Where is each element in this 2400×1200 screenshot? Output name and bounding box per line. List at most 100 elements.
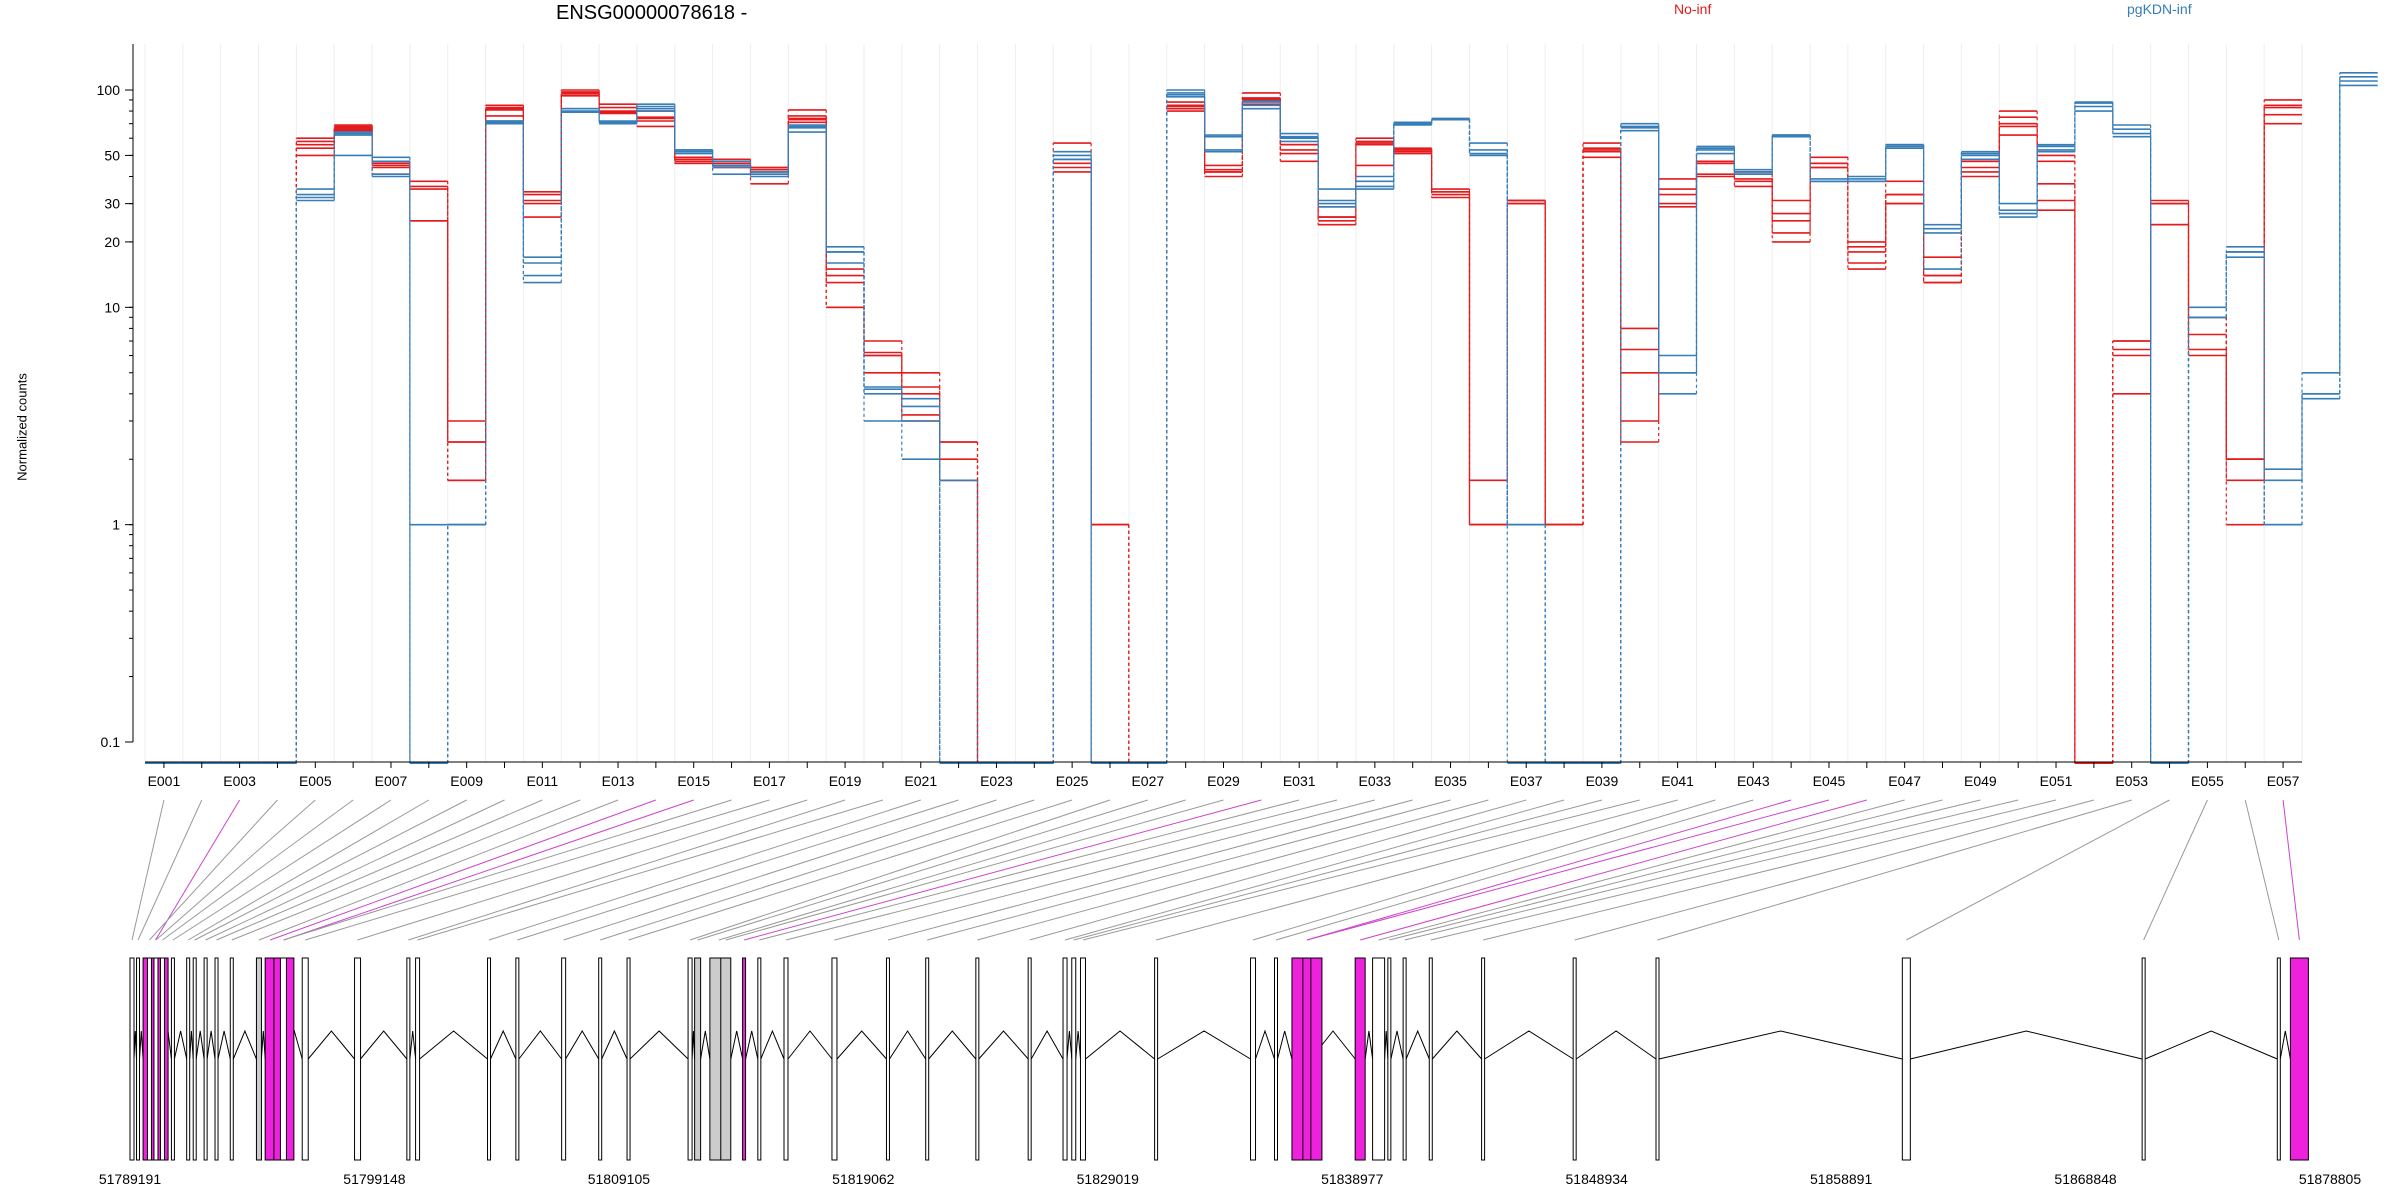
- x-tick-label: E011: [527, 773, 559, 789]
- exon-block: [1079, 957, 1086, 1161]
- exon-connector: [2244, 799, 2280, 941]
- x-tick-label: E009: [450, 773, 483, 789]
- legend-no-inf: No-inf: [1674, 1, 1712, 17]
- exon-block: [1250, 957, 1257, 1161]
- exon-block: [146, 957, 152, 1161]
- intron-lines: [133, 1029, 2291, 1060]
- series-connector-no-inf-1: [295, 91, 2265, 764]
- x-tick-label: E005: [299, 773, 332, 789]
- exon-connector: [1064, 799, 1565, 941]
- exon-block: [301, 957, 309, 1161]
- exon-block: [1572, 957, 1577, 1161]
- x-tick-label: E055: [2191, 773, 2224, 789]
- exon-connector: [563, 799, 997, 941]
- y-tick-label: 50: [104, 147, 120, 163]
- exon-block: [975, 957, 980, 1161]
- exon-block: [1062, 957, 1068, 1161]
- exon-connector: [258, 799, 619, 941]
- exon-connector: [1155, 799, 1678, 941]
- series-line-no-inf-0: [145, 89, 2302, 764]
- x-tick-label: E053: [2115, 773, 2148, 789]
- exon-connector: [1029, 799, 1527, 941]
- exon-block: [2289, 957, 2309, 1161]
- exon-connector: [785, 799, 1338, 941]
- series-connector-no-inf-0: [295, 90, 2265, 764]
- y-tick-label: 100: [97, 82, 121, 98]
- exon-connector: [194, 799, 467, 941]
- series-connector-pgkdn-inf-5: [295, 72, 2341, 764]
- exon-connector: [283, 799, 694, 941]
- exon-connector: [216, 799, 543, 941]
- x-tick-label: E001: [148, 773, 181, 789]
- exon-connector: [628, 799, 1073, 941]
- exon-block: [192, 957, 197, 1161]
- exon-block: [1387, 957, 1392, 1161]
- series-line-no-inf-4: [145, 92, 2302, 764]
- x-tick-label: E033: [1359, 773, 1392, 789]
- exon-connector: [1073, 799, 1603, 941]
- exon-connector: [834, 799, 1375, 941]
- exon-connector: [759, 799, 1300, 941]
- exon-block: [170, 957, 175, 1161]
- exon-connector: [162, 799, 354, 941]
- series-line-pgkdn-inf-5: [145, 72, 2378, 764]
- exon-block: [129, 957, 135, 1161]
- x-tick-label: E041: [1661, 773, 1694, 789]
- series-connector-pgkdn-inf-6: [295, 76, 2341, 764]
- x-axis: E001 E003 E005 E007 E009 E011 E013 E015 E017 E019…: [145, 761, 2302, 789]
- exon-block: [153, 957, 159, 1161]
- exon-connector: [1482, 799, 2057, 941]
- coordinate-label: 51838977: [1321, 1171, 1384, 1187]
- coordinate-label: 51829019: [1077, 1171, 1140, 1187]
- x-tick-label: E029: [1207, 773, 1240, 789]
- coordinate-label: 51868848: [2054, 1171, 2117, 1187]
- exon-block: [1901, 957, 1911, 1161]
- exon-block: [415, 957, 421, 1161]
- y-axis: 0.1 1 10 20 30 50 100: [97, 44, 134, 750]
- series-connector-pgkdn-inf-7: [295, 85, 2341, 764]
- exon-connector: [697, 799, 1148, 941]
- chart-title: ENSG00000078618 -: [556, 2, 748, 24]
- x-tick-label: E035: [1434, 773, 1467, 789]
- exon-block: [1154, 957, 1159, 1161]
- exon-connector: [718, 799, 1186, 941]
- exon-connector: [305, 799, 770, 941]
- exon-block: [783, 957, 789, 1161]
- exon-connector: [1657, 799, 2132, 941]
- y-axis-label: Normalized counts: [14, 373, 30, 481]
- exon-block: [1354, 957, 1366, 1161]
- exon-block: [214, 957, 219, 1161]
- exon-connector: [155, 799, 316, 941]
- exon-connector: [1275, 799, 1754, 941]
- series-line-pgkdn-inf-7: [145, 84, 2378, 764]
- exon-block: [2141, 957, 2146, 1161]
- exon-connector: [408, 799, 846, 941]
- exon-connector: [205, 799, 505, 941]
- x-tick-label: E057: [2267, 773, 2300, 789]
- exon-block: [136, 957, 141, 1161]
- coordinate-label: 51819062: [832, 1171, 895, 1187]
- exon-block: [720, 957, 732, 1161]
- exon-block: [1302, 957, 1312, 1161]
- exon-connector: [743, 799, 1262, 941]
- exon-connector: [231, 799, 581, 941]
- exon-block: [354, 957, 362, 1161]
- x-tick-label: E021: [904, 773, 937, 789]
- exon-block: [694, 957, 702, 1161]
- x-tick-label: E043: [1737, 773, 1770, 789]
- exon-block: [1655, 957, 1660, 1161]
- exon-block: [561, 957, 567, 1161]
- exon-connector: [149, 799, 278, 941]
- exon-connector: [1360, 799, 1867, 941]
- series-connector-no-inf-3: [295, 95, 2265, 764]
- exon-connector: [1430, 799, 2019, 941]
- x-tick-label: E015: [677, 773, 710, 789]
- exon-connector: [1306, 799, 1830, 941]
- exon-block: [279, 957, 287, 1161]
- exon-connector: [1574, 799, 2094, 941]
- exon-block: [742, 957, 747, 1161]
- exon-block: [515, 957, 520, 1161]
- exon-block: [229, 957, 234, 1161]
- exon-block: [487, 957, 492, 1161]
